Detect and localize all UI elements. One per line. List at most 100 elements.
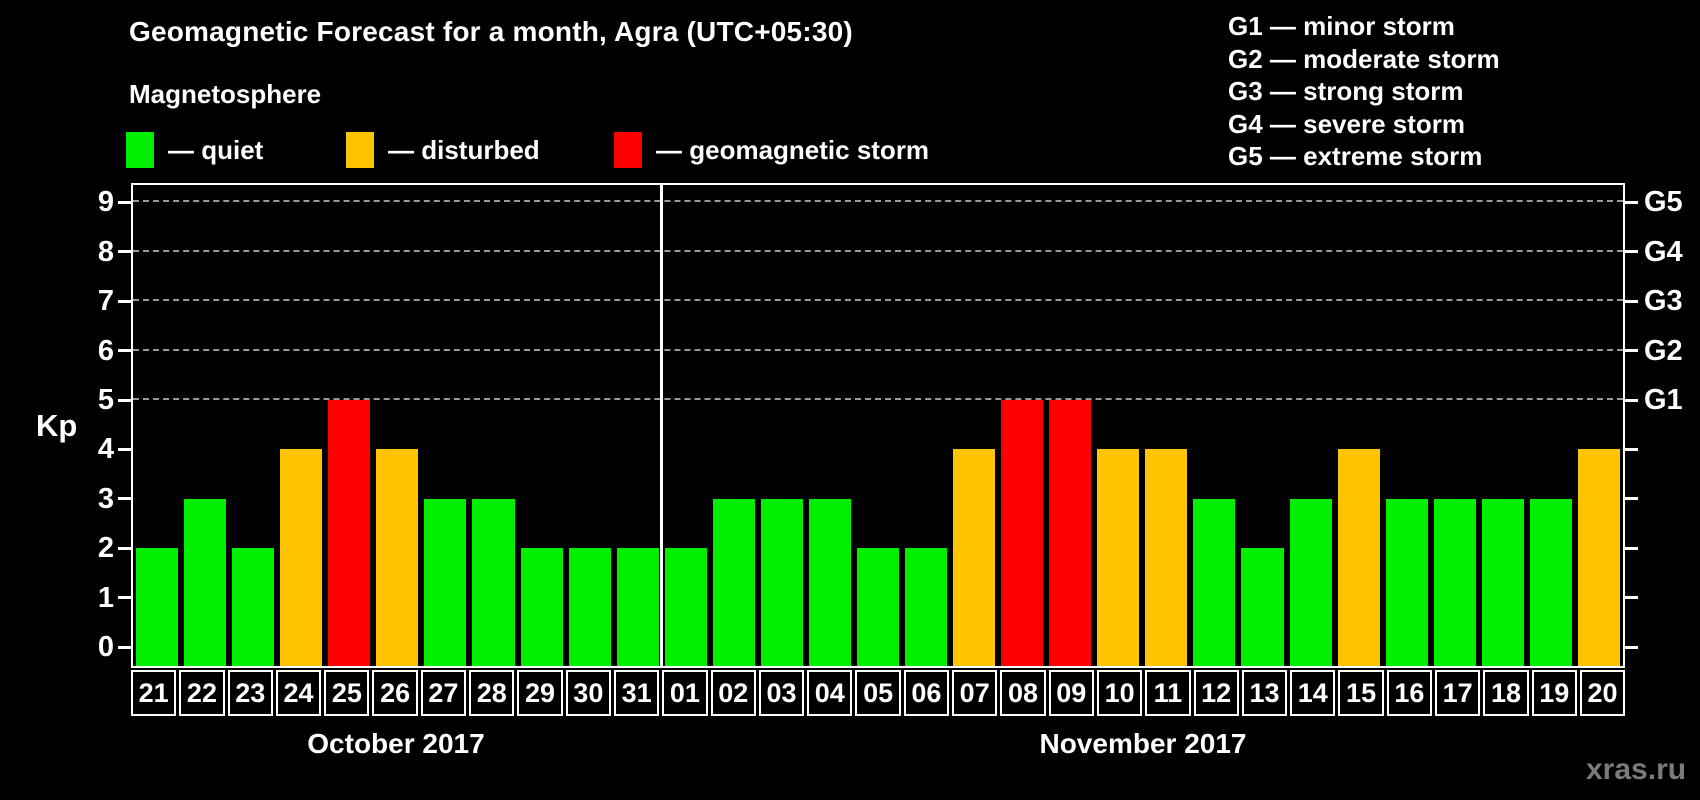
kp-bar-day-24 [280, 449, 323, 666]
storm-scale-legend-line: G1 — minor storm [1228, 11, 1455, 41]
g-scale-label-G2: G2 [1644, 334, 1683, 367]
kp-bar-day-22 [184, 498, 227, 666]
day-label-19: 19 [1531, 670, 1577, 716]
y-tick-left-9 [118, 200, 131, 204]
g-scale-label-G4: G4 [1644, 235, 1683, 268]
storm-scale-legend-line: G4 — severe storm [1228, 108, 1466, 139]
legend-label-disturbed: — disturbed [388, 134, 540, 165]
day-label-08: 08 [1000, 670, 1046, 716]
y-tick-label-8: 8 [97, 235, 114, 268]
day-label-25: 25 [324, 670, 370, 716]
y-tick-left-3 [118, 497, 131, 501]
kp-bar-day-28 [472, 498, 515, 666]
y-tick-label-5: 5 [97, 384, 114, 416]
y-tick-label-7: 7 [97, 285, 114, 318]
storm-scale-legend-line: G5 — extreme storm [1228, 141, 1483, 171]
day-label-26: 26 [372, 670, 418, 716]
legend-label-quiet: — quiet [168, 134, 264, 165]
day-label-16: 16 [1386, 670, 1433, 716]
page-title: Geomagnetic Forecast for a month, Agra (… [129, 16, 853, 47]
y-tick-left-6 [118, 349, 131, 353]
kp-bar-day-25 [328, 400, 371, 666]
day-label-20: 20 [1579, 670, 1626, 716]
watermark: xras.ru [1586, 753, 1687, 786]
day-label-22: 22 [179, 670, 225, 716]
y-tick-right-3 [1625, 497, 1638, 501]
y-tick-left-2 [118, 546, 131, 550]
y-tick-right-1 [1625, 596, 1638, 600]
gridline-kp-6 [133, 348, 1623, 351]
month-label-november: November 2017 [1039, 728, 1247, 759]
y-tick-label-2: 2 [97, 532, 114, 565]
kp-bar-day-01 [664, 548, 707, 666]
y-tick-right-7 [1625, 299, 1638, 303]
y-axis-title: Kp [36, 408, 78, 443]
g-scale-label-G1: G1 [1644, 384, 1683, 416]
y-tick-label-6: 6 [97, 334, 114, 367]
day-label-02: 02 [710, 670, 756, 716]
magnetosphere-label: Magnetosphere [129, 79, 322, 109]
day-label-29: 29 [517, 670, 563, 716]
y-tick-right-9 [1625, 200, 1638, 204]
kp-bar-day-03 [760, 498, 803, 666]
storm-color-swatch [614, 132, 642, 168]
day-label-27: 27 [420, 670, 467, 716]
y-tick-left-0 [118, 645, 131, 649]
month-divider-line [660, 185, 664, 666]
kp-bar-day-30 [568, 548, 611, 666]
kp-bar-day-20 [1577, 449, 1620, 666]
day-label-28: 28 [469, 670, 515, 716]
storm-scale-legend-line: G2 — moderate storm [1228, 43, 1500, 74]
day-label-17: 17 [1435, 670, 1481, 716]
day-label-06: 06 [903, 670, 950, 716]
day-label-07: 07 [952, 670, 998, 716]
kp-bar-day-04 [808, 498, 851, 666]
g-scale-label-G3: G3 [1644, 285, 1683, 318]
day-label-03: 03 [758, 670, 805, 716]
kp-bar-day-10 [1097, 449, 1140, 666]
kp-bar-day-15 [1337, 449, 1380, 666]
gridline-kp-7 [133, 299, 1623, 302]
legend-item-disturbed: — disturbed [346, 131, 540, 169]
kp-bar-day-11 [1145, 449, 1188, 666]
kp-bar-day-08 [1001, 400, 1044, 666]
kp-bar-day-06 [905, 548, 948, 666]
day-label-23: 23 [227, 670, 273, 716]
kp-bar-day-21 [136, 548, 179, 666]
day-label-04: 04 [807, 670, 853, 716]
disturbed-color-swatch [346, 132, 374, 168]
day-label-strip: 21 22 23 24 25 26 27 28 29 30 31 01 02 03 04 05 06 07 08 09… [131, 670, 1626, 716]
day-label-31: 31 [613, 670, 660, 716]
day-label-21: 21 [131, 670, 177, 716]
day-label-11: 11 [1145, 670, 1191, 716]
y-tick-label-9: 9 [97, 186, 114, 219]
y-tick-left-7 [118, 299, 131, 303]
g-scale-label-G5: G5 [1644, 186, 1683, 219]
y-tick-label-4: 4 [97, 433, 114, 466]
kp-bar-day-26 [376, 449, 419, 666]
kp-bar-day-29 [520, 548, 563, 666]
day-label-05: 05 [855, 670, 901, 716]
day-label-24: 24 [275, 670, 322, 716]
y-tick-right-5 [1625, 398, 1638, 402]
y-tick-right-0 [1625, 645, 1638, 649]
day-label-30: 30 [565, 670, 611, 716]
day-label-13: 13 [1241, 670, 1288, 716]
y-tick-label-0: 0 [97, 631, 114, 663]
kp-bar-day-02 [712, 498, 755, 666]
kp-bar-day-14 [1289, 498, 1332, 666]
day-label-15: 15 [1338, 670, 1384, 716]
y-tick-right-6 [1625, 349, 1638, 353]
legend-item-storm: — geomagnetic storm [614, 131, 929, 169]
y-tick-right-2 [1625, 546, 1638, 550]
day-label-10: 10 [1096, 670, 1143, 716]
day-label-14: 14 [1290, 670, 1336, 716]
kp-bar-day-27 [424, 498, 467, 666]
day-label-18: 18 [1483, 670, 1529, 716]
y-tick-label-1: 1 [97, 581, 114, 614]
y-tick-left-5 [118, 398, 131, 402]
plot-area [131, 183, 1625, 668]
kp-bar-day-12 [1193, 498, 1236, 666]
legend-label-storm: — geomagnetic storm [656, 134, 930, 165]
